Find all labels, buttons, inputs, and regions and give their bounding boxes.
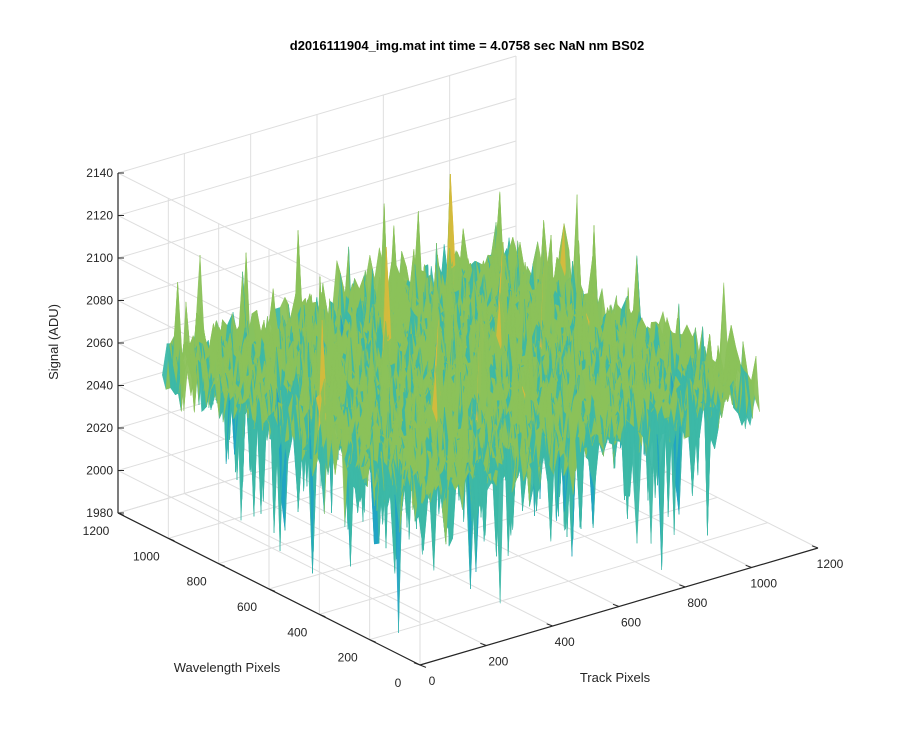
axes [117, 172, 819, 668]
grid-line [117, 140, 517, 259]
x-tick [480, 642, 487, 646]
grid-line [117, 55, 517, 174]
y-tick [369, 639, 376, 643]
x-tick [745, 564, 752, 568]
grid-line [117, 385, 421, 538]
grid-line [117, 470, 421, 623]
x-tick [612, 603, 620, 607]
y-tick [268, 588, 276, 592]
y-tick [419, 664, 427, 668]
y-tick [168, 537, 175, 542]
grid-line [117, 98, 517, 216]
x-tick [811, 545, 819, 549]
x-tick [546, 623, 553, 627]
x-tick [679, 584, 686, 588]
grid-line [369, 522, 768, 641]
surface [162, 174, 760, 633]
y-tick [218, 563, 225, 567]
y-tick [319, 613, 326, 618]
x-tick [413, 662, 421, 666]
grid-line [117, 427, 421, 581]
